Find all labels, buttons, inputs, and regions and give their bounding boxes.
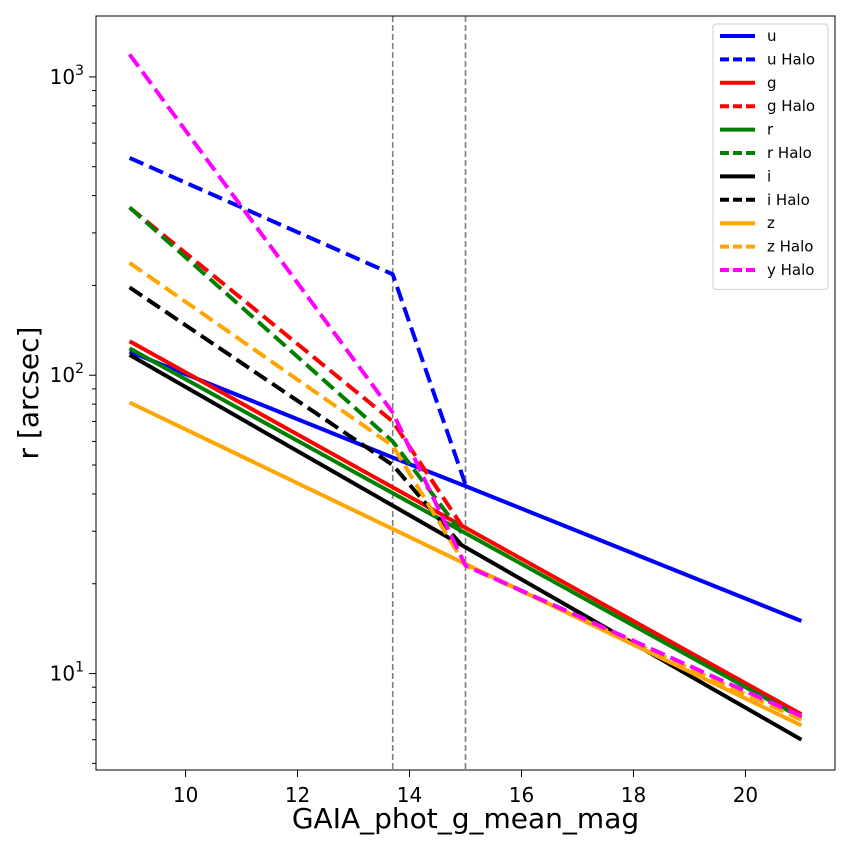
x-tick-label: 10 [173,783,198,807]
legend-label: g Halo [767,97,815,115]
series-line-r-halo [128,206,468,540]
series-line-g [128,339,803,717]
y-tick-label: 102 [50,361,84,387]
legend-label: z [767,214,775,232]
legend-label: z Halo [767,238,813,256]
series-line-y-halo [127,53,803,718]
x-tick-label: 14 [397,783,422,807]
legend-label: r [767,121,774,139]
series-group [127,53,803,742]
legend-label: u Halo [767,50,815,68]
legend-label: i [767,167,771,185]
x-tick-label: 12 [285,783,310,807]
series-line-u [128,349,803,623]
legend-label: r Halo [767,144,812,162]
y-tick-label: 103 [50,63,84,89]
series-line-u-halo [128,156,468,486]
series-line-r [128,346,803,720]
legend-label: i Halo [767,191,810,209]
legend-label: g [767,74,777,92]
legend-label: u [767,27,777,45]
x-tick-label: 20 [733,783,758,807]
series-line-i-halo [128,285,468,552]
y-tick-label: 101 [50,660,84,686]
x-axis-label: GAIA_phot_g_mean_mag [292,802,639,835]
plot-frame [95,15,836,771]
y-axis-label: r [arcsec] [12,327,45,460]
series-line-i [128,353,803,742]
x-tick-label: 16 [509,783,534,807]
x-tick-label: 18 [621,783,646,807]
legend-label: y Halo [767,261,814,279]
series-line-g-halo [128,205,468,533]
